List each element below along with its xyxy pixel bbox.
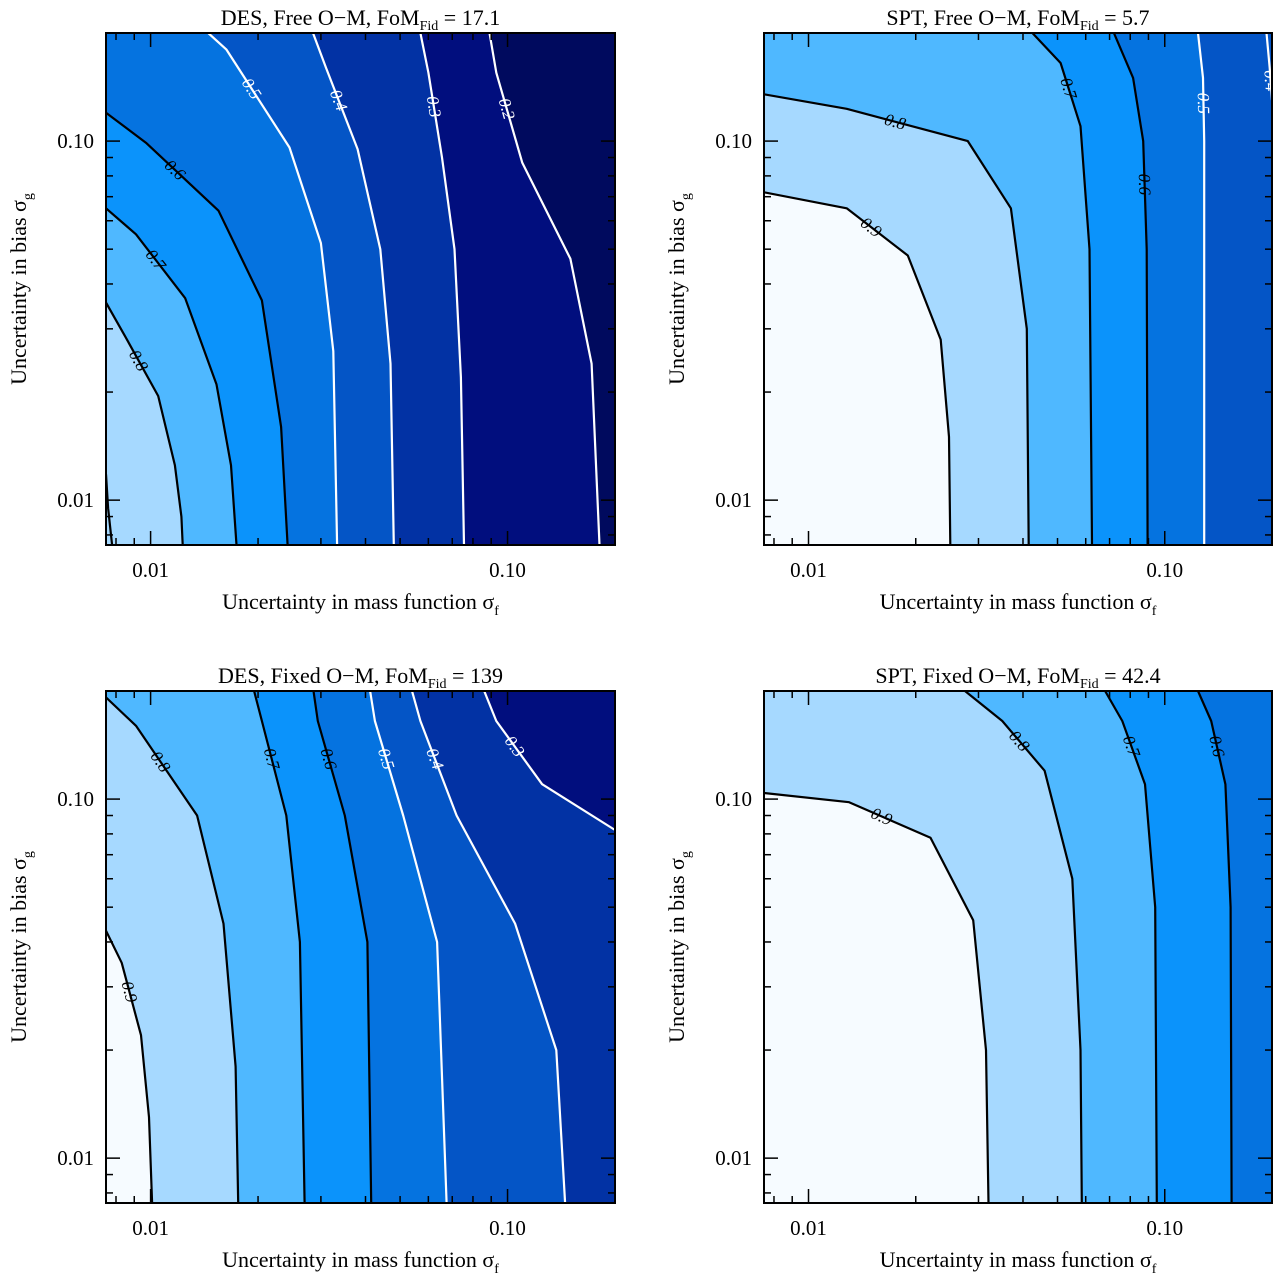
- panel-frame: [763, 32, 1273, 546]
- contour-line-0.3: [483, 691, 615, 831]
- contour-line-0.4: [410, 691, 567, 1203]
- x-tick-label: 0.01: [132, 558, 169, 582]
- contour-line-0.6: [1112, 33, 1149, 545]
- y-axis-label: Uncertainty in bias σg: [6, 851, 36, 1043]
- contour-line-0.5: [207, 33, 339, 545]
- band-0.9: [106, 930, 153, 1203]
- x-axis-label: Uncertainty in mass function σf: [222, 1247, 499, 1277]
- x-tick-label: 0.10: [489, 558, 526, 582]
- panel-3: 0.90.8 0.7 0.6 0.5 0.4 0.3 0.01 0.10 0.01 0.10 DES…: [6, 663, 616, 1277]
- axis-ticks: [106, 32, 616, 545]
- panel-4: 0.90.8 0.7 0.6 0.01 0.10 0.01 0.10 SPT, Fixed O…: [664, 663, 1273, 1277]
- panel-title: DES, Free O−M, FoMFid = 17.1: [221, 5, 500, 34]
- contour-label: 0.9: [118, 979, 142, 1005]
- y-axis-label: Uncertainty in bias σg: [664, 193, 694, 385]
- contour-line-0.9: [764, 791, 990, 1203]
- panel-4-plot-area: 0.90.8 0.7 0.6: [764, 691, 1272, 1203]
- contour-label: 0.5: [1194, 92, 1213, 114]
- contour-line-0.8: [106, 302, 184, 545]
- contour-line-0.3: [419, 33, 466, 545]
- contour-line-0.8: [106, 696, 240, 1203]
- y-tick-label: 0.01: [715, 1146, 752, 1170]
- contour-line-0.6: [312, 691, 373, 1203]
- panel-frame: [105, 32, 616, 546]
- panel-title: DES, Fixed O−M, FoMFid = 139: [218, 663, 503, 692]
- axis-ticks: [764, 690, 1273, 1203]
- y-axis-label: Uncertainty in bias σg: [664, 851, 694, 1043]
- band-0.9: [764, 793, 989, 1203]
- y-tick-label: 0.10: [715, 787, 752, 811]
- contour-label: 0.8: [882, 110, 908, 134]
- panel-1: 0.80.70.60.5 0.4 0.3 0.2 0.01 0.10 0.01 0.10 DES…: [6, 5, 616, 619]
- contour-line-0.5: [369, 691, 448, 1203]
- y-tick-label: 0.10: [57, 129, 94, 153]
- contour-line-0.5: [1196, 33, 1206, 545]
- panel-1-plot-area: 0.80.70.60.5 0.4 0.3 0.2: [106, 33, 615, 545]
- contour-label: 0.3: [423, 95, 445, 119]
- y-tick-label: 0.01: [57, 488, 94, 512]
- panel-frame: [763, 690, 1273, 1204]
- contour-label: 0.6: [1135, 173, 1155, 195]
- panel-2-plot-area: 0.90.80.70.60.50.4: [764, 33, 1280, 545]
- axis-ticks: [764, 32, 1273, 545]
- y-tick-label: 0.01: [57, 1146, 94, 1170]
- contour-line-0.8: [764, 93, 1030, 545]
- x-tick-label: 0.01: [790, 558, 827, 582]
- panel-frame: [105, 690, 616, 1204]
- contour-line-0.7: [106, 207, 238, 545]
- contour-line-0.6: [106, 111, 289, 545]
- x-tick-label: 0.10: [1146, 558, 1183, 582]
- contour-label: 0.4: [1260, 69, 1280, 92]
- panel-3-plot-area: 0.90.8 0.7 0.6 0.5 0.4 0.3: [106, 691, 615, 1203]
- contour-label: 0.6: [1205, 734, 1228, 759]
- contour-line-0.7: [1031, 33, 1094, 545]
- x-axis-label: Uncertainty in mass function σf: [880, 1247, 1157, 1277]
- contour-line-0.9: [106, 930, 154, 1203]
- y-tick-label: 0.01: [715, 488, 752, 512]
- y-axis-label: Uncertainty in bias σg: [6, 193, 36, 385]
- contour-line-0.7: [1104, 691, 1158, 1203]
- contour-line-0.4: [311, 33, 395, 545]
- y-tick-label: 0.10: [715, 129, 752, 153]
- band-0.9: [764, 192, 951, 545]
- y-tick-label: 0.10: [57, 787, 94, 811]
- x-tick-label: 0.10: [489, 1216, 526, 1240]
- contour-line-0.8: [964, 691, 1083, 1203]
- contour-line-0.2: [488, 33, 601, 545]
- contour-line-0.7: [253, 691, 306, 1203]
- panel-title: SPT, Free O−M, FoMFid = 5.7: [886, 5, 1149, 34]
- x-axis-label: Uncertainty in mass function σf: [222, 589, 499, 619]
- band-0.8: [106, 302, 183, 545]
- axis-ticks: [106, 690, 616, 1203]
- panel-title: SPT, Fixed O−M, FoMFid = 42.4: [875, 663, 1160, 692]
- x-tick-label: 0.01: [132, 1216, 169, 1240]
- x-tick-label: 0.01: [790, 1216, 827, 1240]
- x-tick-label: 0.10: [1146, 1216, 1183, 1240]
- x-axis-label: Uncertainty in mass function σf: [880, 589, 1157, 619]
- contour-line-0.9: [764, 191, 952, 545]
- contour-line-0.6: [1196, 691, 1233, 1203]
